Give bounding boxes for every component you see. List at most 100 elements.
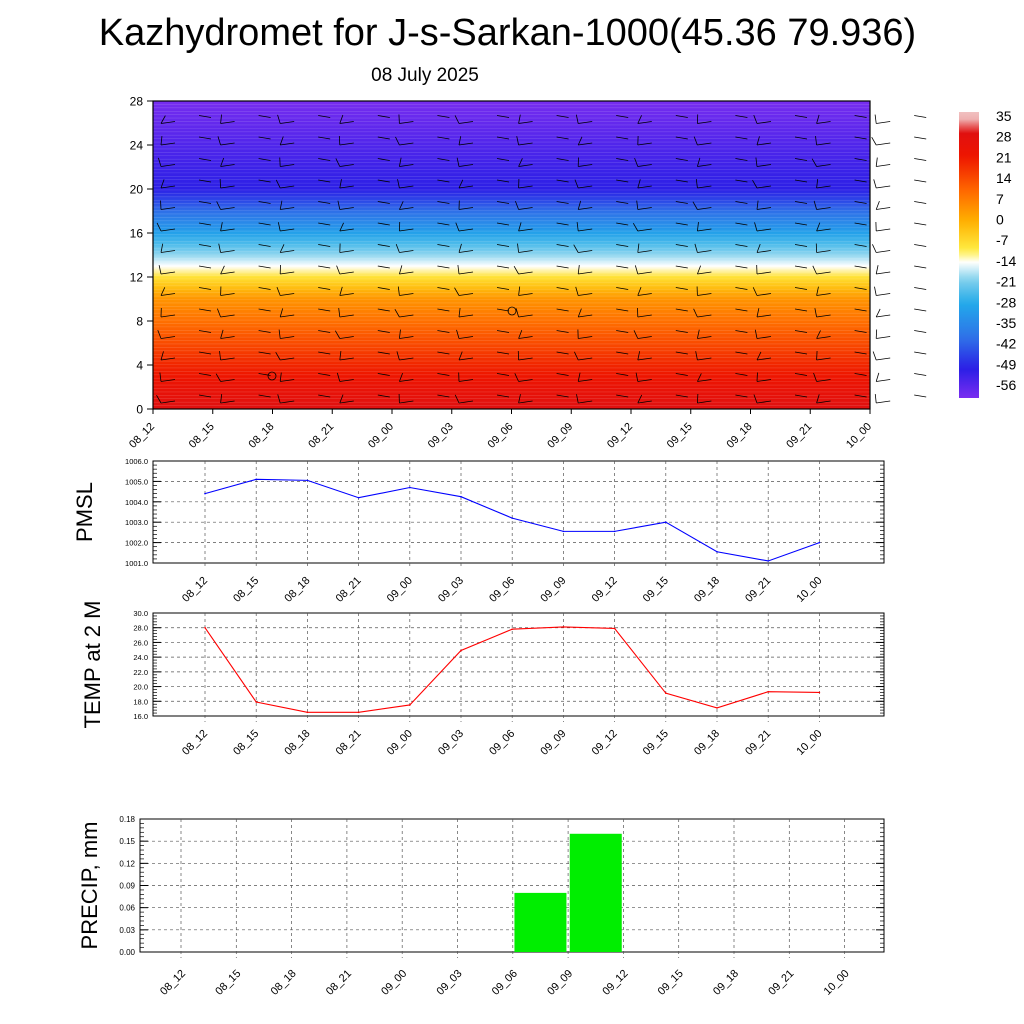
- precip-axis-title: PRECIP, mm: [77, 822, 102, 950]
- wind-barb: [160, 351, 164, 361]
- colorbar-label: -7: [996, 232, 1009, 248]
- wind-barb: [437, 308, 450, 312]
- wind-barb: [318, 330, 331, 333]
- wind-barb: [458, 336, 474, 339]
- x-tick-label: 09_06: [487, 575, 517, 605]
- x-tick-label: 08_18: [247, 421, 277, 451]
- x-tick-label: 08_18: [269, 968, 299, 998]
- wind-barb: [160, 136, 163, 146]
- wind-barb: [578, 121, 593, 124]
- pmsl-point: [511, 517, 513, 519]
- wind-barb: [914, 201, 927, 204]
- y-tick-label: 16.0: [133, 712, 148, 721]
- wind-barb: [279, 308, 284, 318]
- y-tick-label: 28: [130, 95, 144, 109]
- wind-barb: [397, 286, 400, 296]
- wind-barb: [339, 351, 342, 361]
- wind-barb: [437, 351, 450, 355]
- wind-barb: [159, 372, 162, 382]
- wind-barb: [258, 330, 271, 333]
- wind-barb: [633, 330, 639, 339]
- wind-barb: [637, 228, 652, 232]
- wind-barb: [637, 336, 652, 339]
- wind-barb: [496, 136, 510, 140]
- wind-barb: [198, 179, 212, 183]
- wind-barb: [675, 265, 688, 269]
- colorbar-label: 0: [996, 212, 1004, 228]
- wind-barb: [339, 114, 344, 124]
- wind-barb: [816, 357, 831, 361]
- wind-barb: [339, 379, 354, 382]
- x-tick-label: 09_21: [766, 968, 796, 998]
- wind-barb: [318, 136, 331, 140]
- wind-barb: [339, 400, 354, 404]
- y-tick-label: 24.0: [133, 653, 148, 662]
- wind-barb: [616, 222, 629, 226]
- wind-barb: [160, 164, 176, 167]
- wind-barb: [556, 244, 569, 247]
- wind-barb: [518, 142, 533, 146]
- colorbar-label: 21: [996, 149, 1012, 165]
- wind-barb: [637, 179, 641, 189]
- wind-barb: [914, 158, 927, 161]
- wind-barb: [394, 309, 400, 318]
- wind-barb: [454, 115, 460, 124]
- wind-barb: [816, 207, 831, 210]
- wind-barb: [516, 136, 519, 146]
- wind-barb: [215, 373, 221, 382]
- wind-barb: [556, 222, 569, 226]
- wind-barb: [496, 351, 510, 355]
- wind-barb: [735, 136, 748, 140]
- temp-point: [204, 626, 206, 629]
- wind-barb: [518, 121, 533, 124]
- wind-barb: [697, 336, 712, 339]
- wind-barb: [518, 379, 533, 382]
- wind-barb: [258, 222, 271, 226]
- wind-barb: [816, 114, 820, 124]
- wind-barb: [813, 200, 817, 210]
- x-tick-label: 10_00: [794, 728, 824, 758]
- wind-barb: [794, 308, 808, 312]
- wind-barb: [220, 164, 235, 167]
- wind-barb: [339, 357, 354, 361]
- wind-barb: [697, 379, 712, 382]
- wind-barb: [258, 287, 271, 290]
- x-tick-label: 10_00: [822, 968, 852, 998]
- wind-barb: [811, 158, 817, 167]
- wind-barb: [794, 394, 808, 398]
- wind-barb: [756, 243, 761, 253]
- wind-barb: [577, 372, 581, 382]
- wind-barb: [914, 222, 927, 226]
- wind-barb: [576, 222, 579, 232]
- wind-barb: [318, 287, 331, 290]
- wind-barb: [399, 372, 403, 382]
- wind-barb: [871, 137, 877, 146]
- wind-barb: [556, 201, 569, 204]
- colorbar-label: -14: [996, 253, 1016, 269]
- wind-barb: [280, 314, 295, 318]
- wind-barb: [812, 265, 817, 275]
- x-tick-label: 09_21: [743, 728, 773, 758]
- wind-barb: [854, 201, 867, 204]
- temp-point: [716, 707, 718, 709]
- y-tick-label: 18.0: [133, 697, 148, 706]
- wind-barb: [437, 244, 450, 247]
- x-tick-label: 09_21: [743, 575, 773, 605]
- x-tick-label: 09_06: [486, 421, 516, 451]
- temp-point: [613, 627, 616, 630]
- wind-barb: [794, 244, 808, 247]
- wind-barb: [397, 179, 400, 189]
- wind-barb: [198, 201, 212, 204]
- wind-barb: [258, 351, 271, 355]
- wind-barb: [220, 336, 235, 339]
- chart-title: Kazhydromet for J-s-Sarkan-1000(45.36 79…: [98, 12, 917, 54]
- wind-barb: [675, 308, 688, 312]
- wind-barb: [675, 115, 688, 118]
- wind-barb: [816, 164, 831, 167]
- wind-barb: [220, 207, 235, 210]
- wind-barb: [458, 164, 474, 167]
- wind-barb: [637, 293, 652, 296]
- wind-barb: [794, 115, 808, 118]
- wind-barb: [876, 314, 891, 318]
- wind-barb: [279, 136, 284, 146]
